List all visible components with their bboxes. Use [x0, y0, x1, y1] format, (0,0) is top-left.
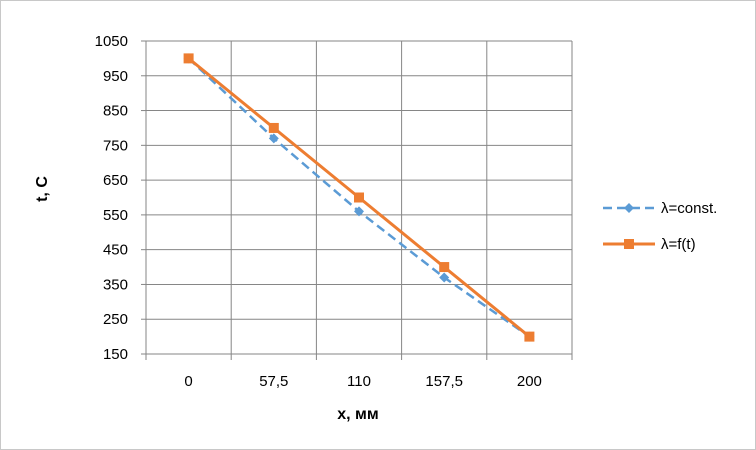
legend-marker — [624, 203, 634, 213]
y-tick-labels: 150 250 350 450 550 650 750 850 950 1050 — [95, 33, 128, 363]
data-point — [439, 272, 450, 283]
y-tick-label: 250 — [103, 311, 128, 328]
y-axis-title: t, C — [34, 176, 51, 202]
data-point — [183, 53, 194, 64]
x-tick-label: 0 — [184, 373, 192, 390]
y-tick-label: 950 — [103, 68, 128, 85]
data-point — [354, 192, 364, 203]
series-2 — [183, 53, 535, 342]
series — [183, 53, 535, 342]
y-tick-label: 850 — [103, 103, 128, 120]
legend-item: λ=f(t) — [603, 236, 696, 253]
y-tick-label: 150 — [103, 346, 128, 363]
x-tick-label: 110 — [347, 373, 371, 390]
y-tick-label: 1050 — [95, 33, 128, 50]
legend-marker — [624, 239, 634, 249]
y-tick-label: 350 — [103, 276, 128, 293]
x-tick-labels: 0 57,5 110 157,5 200 — [184, 373, 541, 390]
data-point — [439, 262, 450, 273]
y-tick-label: 750 — [103, 137, 128, 154]
legend-label: λ=f(t) — [661, 236, 696, 253]
x-tick-label: 157,5 — [425, 373, 463, 390]
x-tick-label: 200 — [517, 373, 542, 390]
data-point — [524, 331, 535, 342]
y-tick-label: 450 — [103, 242, 128, 259]
data-point — [268, 122, 279, 133]
y-tick-label: 650 — [103, 172, 128, 189]
x-axis-title: x, мм — [337, 406, 378, 423]
data-point — [354, 206, 364, 217]
axes — [141, 40, 573, 360]
legend: λ=const. λ=f(t) — [603, 200, 717, 253]
legend-item: λ=const. — [603, 200, 717, 217]
x-tick-label: 57,5 — [259, 373, 288, 390]
data-point — [268, 133, 279, 144]
legend-label: λ=const. — [661, 200, 717, 217]
y-tick-label: 550 — [103, 207, 128, 224]
